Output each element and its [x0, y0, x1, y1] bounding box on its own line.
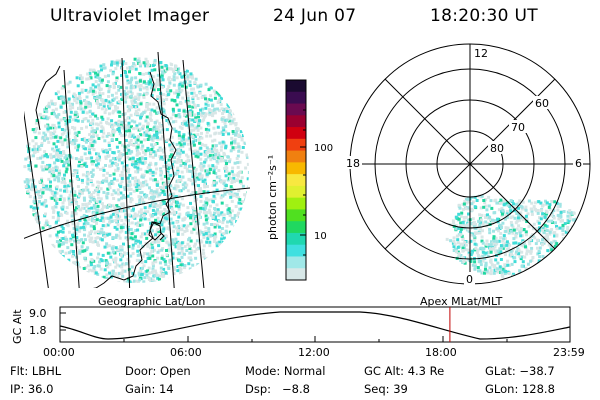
colorbar-swatch [286, 103, 306, 116]
colorbar-tick-10: 10 [314, 231, 327, 242]
colorbar-unit-label: photon cm⁻²s⁻¹ [266, 155, 279, 240]
geo-emission-dots [23, 57, 249, 283]
door-readout: Door: Open [125, 364, 191, 378]
time-tick-1800: 18:00 [425, 346, 457, 359]
glon-readout: GLon: 128.8 [485, 382, 555, 396]
gain-readout: Gain: 14 [125, 382, 174, 396]
geo-panel-label: Geographic Lat/Lon [98, 295, 206, 308]
mlt-label-6: 6 [575, 157, 582, 170]
colorbar-swatch [286, 91, 306, 105]
coastline [35, 65, 177, 288]
altitude-plot: GC Alt 9.0 1.8 [11, 306, 571, 344]
altitude-ylabel: GC Alt [11, 309, 24, 344]
colorbar-ticks [300, 109, 306, 256]
geographic-image-panel [23, 52, 250, 288]
filter-readout: Flt: LBHL [10, 364, 62, 378]
ip-readout: IP: 36.0 [10, 382, 54, 396]
colorbar-swatch [286, 127, 306, 140]
colorbar-swatch [286, 268, 306, 281]
polar-grid [349, 43, 591, 285]
colorbar: 100 10 photon cm⁻²s⁻¹ [266, 79, 333, 281]
sequence-readout: Seq: 39 [364, 382, 408, 396]
polar-emission-dots [445, 194, 579, 279]
colorbar-swatch [286, 150, 306, 163]
observation-date: 24 Jun 07 [273, 6, 357, 26]
mlat-label-70: 70 [511, 121, 525, 134]
mode-readout: Mode: Normal [245, 364, 326, 378]
colorbar-swatch [286, 115, 306, 128]
colorbar-swatch [286, 162, 306, 175]
altitude-ytick-9: 9.0 [29, 307, 47, 320]
colorbar-swatch [286, 174, 306, 187]
altitude-ytick-1.8: 1.8 [29, 324, 47, 337]
mlt-label-12: 12 [474, 47, 488, 60]
colorbar-swatches [286, 80, 306, 281]
altitude-curve [59, 311, 571, 340]
colorbar-tick-100: 100 [314, 143, 333, 154]
colorbar-swatch [286, 197, 306, 210]
instrument-title: Ultraviolet Imager [50, 6, 210, 26]
gc-alt-readout: GC Alt: 4.3 Re [364, 364, 445, 378]
colorbar-swatch [286, 80, 306, 93]
colorbar-swatch [286, 209, 306, 222]
mlat-label-80: 80 [490, 142, 504, 155]
dsp-readout: Dsp: −8.8 [245, 382, 310, 396]
time-tick-2359: 23:59 [553, 346, 585, 359]
colorbar-swatch [286, 244, 306, 257]
polar-image-panel: 12 18 6 0 60 70 80 [345, 43, 591, 286]
colorbar-swatch [286, 185, 306, 199]
mlt-label-18: 18 [346, 157, 360, 170]
observation-time: 18:20:30 UT [430, 6, 538, 26]
geo-grid-lines [24, 52, 250, 288]
colorbar-swatch [286, 138, 306, 152]
mlat-label-60: 60 [535, 97, 549, 110]
altitude-axis-ticks [60, 312, 508, 342]
time-tick-0000: 00:00 [43, 346, 75, 359]
polar-panel-label: Apex MLat/MLT [420, 295, 503, 308]
glat-readout: GLat: −38.7 [485, 364, 555, 378]
time-tick-1200: 12:00 [298, 346, 330, 359]
mlt-label-0: 0 [466, 273, 473, 286]
time-tick-0600: 06:00 [170, 346, 202, 359]
colorbar-swatch [286, 256, 306, 269]
colorbar-swatch [286, 232, 306, 246]
colorbar-swatch [286, 221, 306, 234]
